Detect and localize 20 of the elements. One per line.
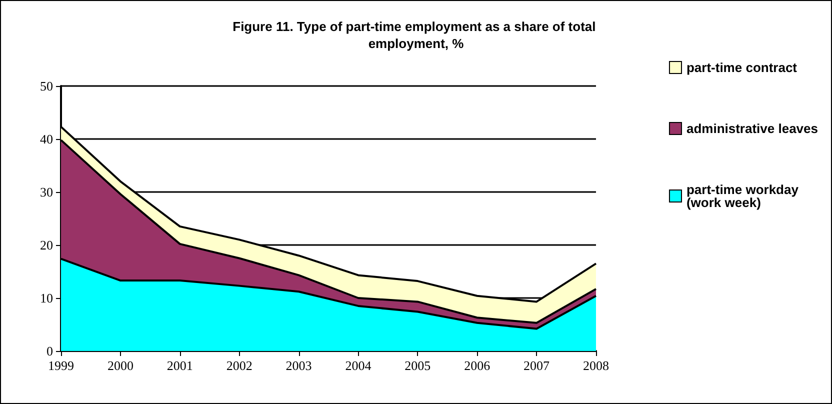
- chart-title: Figure 11. Type of part-time employment as a share of total employment, %: [232, 19, 600, 51]
- x-tick-label: 1999: [48, 358, 74, 373]
- x-tick-label: 2002: [226, 358, 252, 373]
- x-tick-label: 2003: [286, 358, 312, 373]
- x-tick-label: 2008: [583, 358, 609, 373]
- x-tick-label: 2001: [166, 358, 193, 373]
- y-tick-label: 10: [40, 290, 53, 306]
- y-tick-label: 40: [40, 132, 53, 146]
- y-tick-label: 30: [40, 184, 53, 200]
- x-tick-label: 2004: [345, 358, 372, 373]
- x-tick-label: 2007: [524, 358, 550, 373]
- legend-label: administrative leaves: [686, 121, 818, 136]
- legend-label: part-time workday (work week): [686, 182, 802, 210]
- x-tick-label: 2005: [404, 358, 431, 373]
- y-tick-label: 20: [40, 238, 53, 252]
- y-tick-label: 0: [46, 344, 53, 358]
- y-tick-label: 50: [40, 78, 53, 94]
- legend-label: part-time contract: [686, 60, 798, 75]
- x-tick-label: 2000: [107, 358, 134, 373]
- x-tick-label: 2006: [464, 358, 491, 373]
